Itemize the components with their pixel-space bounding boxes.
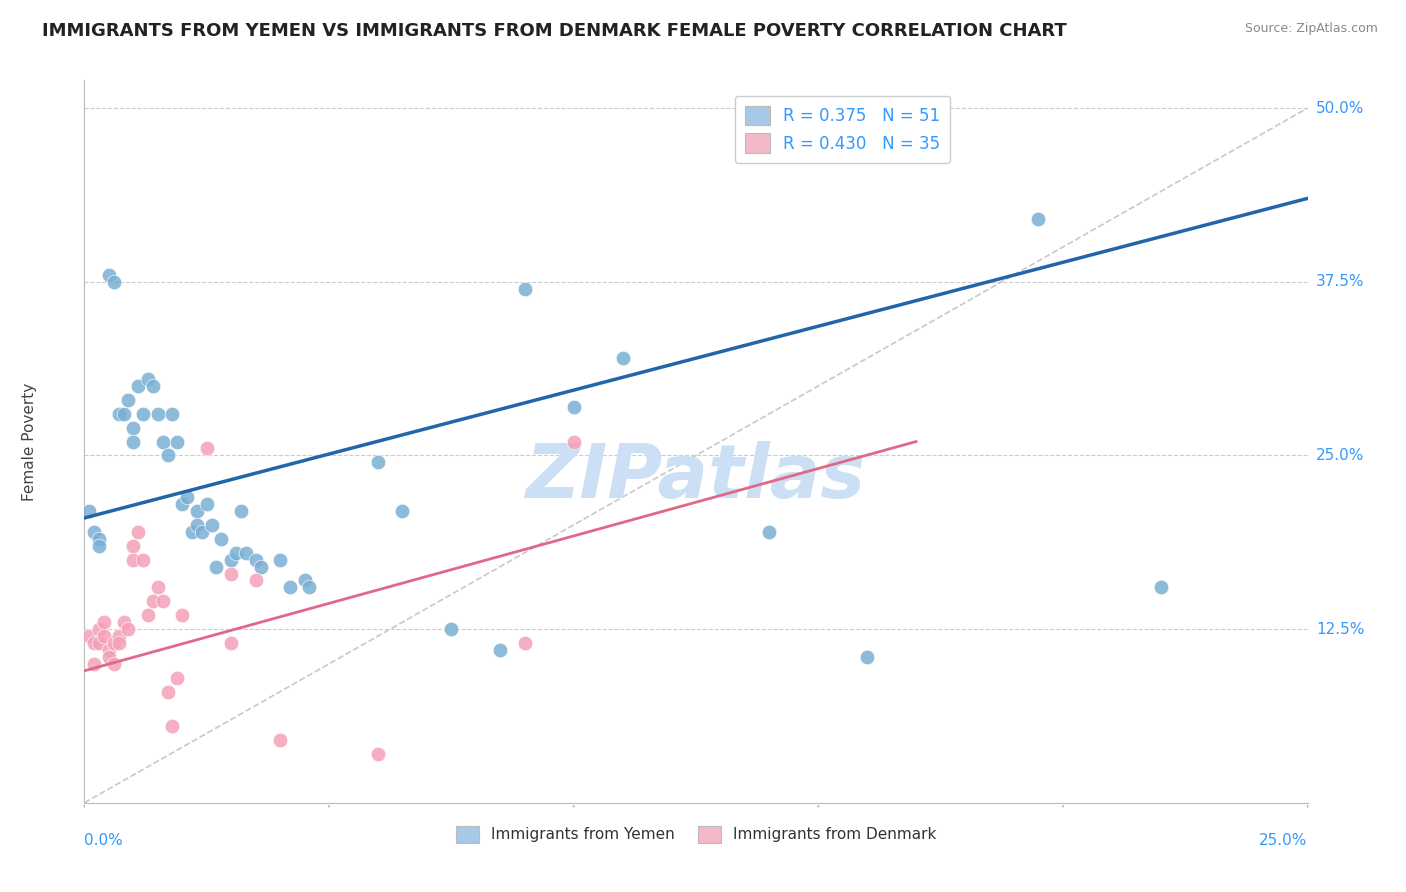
Point: [87, 622, 110, 636]
Point: [146, 407, 169, 421]
Point: [107, 407, 129, 421]
Point: [127, 524, 149, 539]
Point: [117, 622, 139, 636]
Point: [87, 532, 110, 546]
Text: IMMIGRANTS FROM YEMEN VS IMMIGRANTS FROM DENMARK FEMALE POVERTY CORRELATION CHAR: IMMIGRANTS FROM YEMEN VS IMMIGRANTS FROM…: [42, 22, 1067, 40]
Point: [152, 434, 174, 449]
Point: [107, 636, 129, 650]
Point: [367, 455, 389, 469]
Point: [83, 524, 105, 539]
Text: Female Poverty: Female Poverty: [22, 383, 37, 500]
Point: [758, 524, 780, 539]
Point: [562, 400, 585, 414]
Point: [440, 622, 463, 636]
Point: [122, 552, 145, 566]
Point: [219, 552, 242, 566]
Point: [146, 581, 169, 595]
Point: [205, 559, 228, 574]
Point: [97, 643, 120, 657]
Point: [172, 497, 194, 511]
Point: [367, 747, 389, 761]
Point: [87, 636, 110, 650]
Point: [176, 490, 198, 504]
Point: [83, 636, 105, 650]
Point: [200, 517, 222, 532]
Point: [186, 504, 208, 518]
Point: [132, 407, 155, 421]
Point: [245, 574, 267, 588]
Point: [136, 372, 159, 386]
Point: [278, 581, 301, 595]
Text: 12.5%: 12.5%: [1316, 622, 1364, 637]
Point: [103, 275, 125, 289]
Point: [172, 608, 194, 623]
Point: [112, 615, 135, 630]
Point: [122, 420, 145, 434]
Point: [489, 643, 512, 657]
Point: [77, 629, 100, 643]
Point: [209, 532, 232, 546]
Point: [103, 636, 125, 650]
Point: [83, 657, 105, 671]
Point: [162, 407, 184, 421]
Text: 0.0%: 0.0%: [84, 833, 124, 848]
Point: [117, 392, 139, 407]
Point: [112, 407, 135, 421]
Point: [166, 671, 188, 685]
Point: [166, 434, 188, 449]
Text: 50.0%: 50.0%: [1316, 101, 1364, 116]
Point: [103, 657, 125, 671]
Point: [219, 566, 242, 581]
Point: [87, 539, 110, 553]
Point: [142, 379, 165, 393]
Point: [107, 629, 129, 643]
Point: [142, 594, 165, 608]
Point: [127, 379, 149, 393]
Point: [97, 268, 120, 282]
Point: [219, 636, 242, 650]
Point: [93, 615, 115, 630]
Point: [93, 629, 115, 643]
Point: [225, 546, 247, 560]
Text: 37.5%: 37.5%: [1316, 274, 1364, 289]
Point: [156, 684, 179, 698]
Point: [235, 546, 257, 560]
Point: [162, 719, 184, 733]
Point: [152, 594, 174, 608]
Point: [245, 552, 267, 566]
Point: [1150, 581, 1173, 595]
Point: [612, 351, 634, 366]
Point: [77, 504, 100, 518]
Point: [269, 552, 291, 566]
Point: [122, 434, 145, 449]
Point: [156, 449, 179, 463]
Point: [195, 442, 218, 456]
Point: [122, 539, 145, 553]
Legend: Immigrants from Yemen, Immigrants from Denmark: Immigrants from Yemen, Immigrants from D…: [450, 820, 942, 849]
Point: [249, 559, 271, 574]
Point: [298, 581, 321, 595]
Point: [186, 517, 208, 532]
Point: [562, 434, 585, 449]
Point: [191, 524, 214, 539]
Point: [229, 504, 252, 518]
Point: [269, 733, 291, 747]
Text: 25.0%: 25.0%: [1260, 833, 1308, 848]
Point: [1028, 212, 1050, 227]
Text: Source: ZipAtlas.com: Source: ZipAtlas.com: [1244, 22, 1378, 36]
Point: [856, 649, 879, 664]
Point: [513, 636, 536, 650]
Text: ZIPatlas: ZIPatlas: [526, 442, 866, 514]
Point: [195, 497, 218, 511]
Point: [181, 524, 204, 539]
Point: [294, 574, 316, 588]
Point: [513, 282, 536, 296]
Point: [132, 552, 155, 566]
Text: 25.0%: 25.0%: [1316, 448, 1364, 463]
Point: [136, 608, 159, 623]
Point: [97, 649, 120, 664]
Point: [391, 504, 413, 518]
